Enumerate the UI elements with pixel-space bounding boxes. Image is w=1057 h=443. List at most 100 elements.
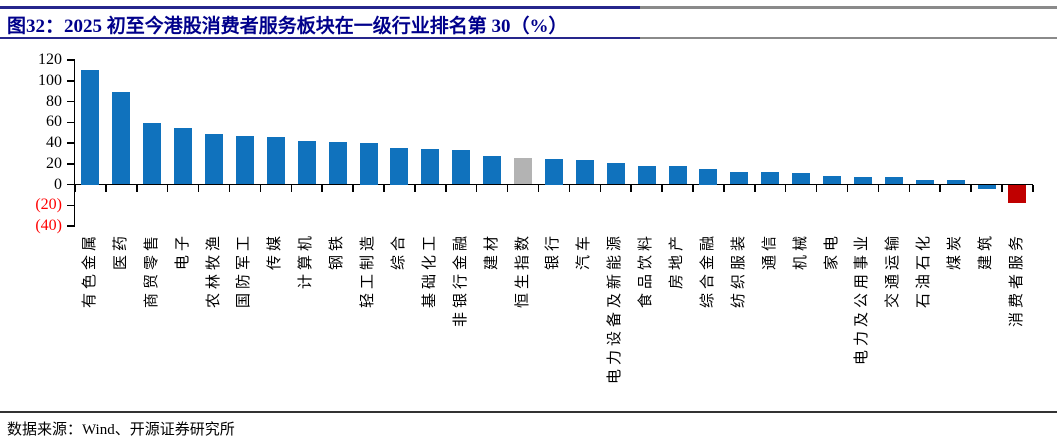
x-label-anchor: 消费者服务	[1008, 232, 1027, 327]
bar-通信	[761, 172, 780, 185]
x-label-anchor: 建材	[483, 232, 502, 270]
x-label-anchor: 银行	[544, 232, 563, 270]
y-axis-tick	[67, 225, 75, 227]
x-label-anchor: 恒生指数	[514, 232, 533, 308]
bar-电力设备及新能源	[606, 162, 625, 185]
data-source-text: 数据来源：Wind、开源证券研究所	[7, 422, 235, 438]
x-axis-label-计算机: 计算机	[298, 232, 315, 290]
x-label-anchor: 综合金融	[699, 232, 718, 308]
x-axis-tick	[877, 184, 880, 192]
bar-基础化工	[421, 149, 440, 185]
x-axis-label-国防军工: 国防军工	[236, 232, 253, 309]
x-axis-tick	[692, 184, 694, 192]
bar-有色金属	[81, 70, 100, 185]
x-label-anchor: 家电	[823, 232, 842, 270]
y-axis-tick	[67, 204, 75, 206]
y-axis-tick	[67, 100, 75, 103]
x-axis-tick	[414, 184, 416, 192]
bar-电子	[174, 128, 193, 185]
title-top-rule	[0, 6, 1057, 9]
y-axis-tick	[67, 183, 75, 186]
x-axis-tick	[537, 184, 540, 192]
x-axis-tick	[754, 184, 756, 192]
bar-医药	[112, 92, 131, 185]
x-label-anchor: 医药	[112, 232, 131, 270]
bar-国防军工	[235, 135, 254, 185]
bar-家电	[823, 176, 842, 185]
x-axis-tick	[568, 184, 571, 192]
bar-纺织服装	[730, 172, 749, 185]
x-axis-label-综合金融: 综合金融	[699, 232, 716, 309]
bar-轻工制造	[359, 143, 378, 185]
x-label-anchor: 建筑	[977, 232, 996, 270]
x-axis-label-消费者服务: 消费者服务	[1008, 232, 1025, 328]
y-axis-tick-label: 40	[46, 134, 62, 151]
x-axis-label-电力及公用事业: 电力及公用事业	[854, 232, 871, 366]
x-axis-tick	[506, 184, 509, 192]
x-axis-tick	[74, 184, 76, 192]
bar-非银行金融	[452, 150, 471, 185]
x-axis-tick	[290, 184, 293, 192]
bar-石油石化	[915, 180, 934, 185]
x-axis-tick	[784, 184, 787, 192]
x-axis-label-商贸零售: 商贸零售	[143, 232, 160, 309]
x-axis-tick	[259, 184, 262, 192]
bar-综合	[390, 148, 409, 185]
x-axis-label-电子: 电子	[174, 232, 191, 271]
x-axis-tick	[661, 184, 663, 192]
y-axis-tick	[67, 142, 75, 144]
x-axis-tick	[445, 184, 447, 192]
x-axis-label-家电: 家电	[823, 232, 840, 271]
x-label-anchor: 钢铁	[328, 232, 347, 270]
x-label-anchor: 煤炭	[946, 232, 965, 270]
x-label-anchor: 机械	[792, 232, 811, 270]
x-axis-label-非银行金融: 非银行金融	[452, 232, 469, 328]
x-label-anchor: 有色金属	[81, 232, 100, 308]
bar-商贸零售	[143, 123, 162, 185]
x-axis-label-综合: 综合	[390, 232, 407, 271]
x-label-anchor: 电力及公用事业	[853, 232, 872, 365]
x-label-anchor: 电子	[174, 232, 193, 270]
y-axis-tick	[67, 80, 75, 82]
x-axis-tick	[723, 184, 725, 192]
x-label-anchor: 纺织服装	[730, 232, 749, 308]
x-axis-tick	[136, 184, 138, 192]
figure-title: 图32：2025 初至今港股消费者服务板块在一级行业排名第 30（%）	[7, 16, 568, 37]
x-axis-tick	[475, 184, 478, 192]
y-axis-tick-label: 80	[46, 92, 62, 110]
x-axis-label-汽车: 汽车	[576, 232, 593, 271]
bar-传媒	[266, 136, 285, 185]
y-axis-tick	[67, 59, 75, 61]
bar-煤炭	[946, 180, 965, 185]
x-label-anchor: 汽车	[575, 232, 594, 270]
x-axis-tick	[166, 184, 169, 192]
bar-银行	[544, 158, 563, 185]
y-axis-tick	[67, 121, 75, 123]
x-label-anchor: 传媒	[266, 232, 285, 270]
x-axis-tick	[228, 184, 231, 192]
x-label-anchor: 非银行金融	[452, 232, 471, 327]
x-label-anchor: 食品饮料	[637, 232, 656, 308]
x-label-anchor: 石油石化	[915, 232, 934, 308]
footer-rule	[0, 411, 1057, 413]
x-axis-label-煤炭: 煤炭	[947, 232, 964, 271]
x-axis-label-钢铁: 钢铁	[329, 232, 346, 271]
x-axis-label-建材: 建材	[483, 232, 500, 271]
x-axis-label-机械: 机械	[792, 232, 809, 271]
x-axis-label-农林牧渔: 农林牧渔	[205, 232, 222, 309]
x-axis-label-恒生指数: 恒生指数	[514, 232, 531, 309]
y-axis-tick-label: 20	[46, 154, 62, 172]
x-axis-tick	[908, 184, 911, 192]
x-axis-label-有色金属: 有色金属	[81, 232, 98, 309]
bar-食品饮料	[637, 165, 656, 185]
x-label-anchor: 综合	[390, 232, 409, 270]
x-axis-tick	[352, 184, 354, 192]
bar-电力及公用事业	[853, 177, 872, 185]
x-label-anchor: 农林牧渔	[205, 232, 224, 308]
x-axis-tick	[846, 184, 849, 192]
y-axis-tick-label: (40)	[35, 217, 62, 234]
y-axis-tick-label: 100	[38, 71, 62, 89]
x-label-anchor: 基础化工	[421, 232, 440, 308]
x-axis-tick	[197, 184, 200, 192]
